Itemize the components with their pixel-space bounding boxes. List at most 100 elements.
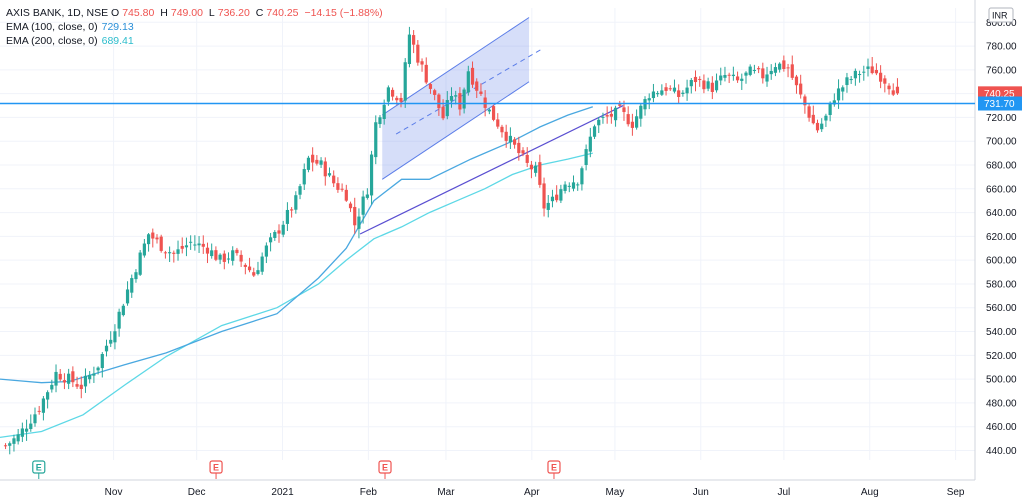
candle-body[interactable] bbox=[870, 66, 874, 74]
candle-body[interactable] bbox=[407, 34, 412, 65]
candle-body[interactable] bbox=[374, 122, 378, 158]
candle-body[interactable] bbox=[29, 423, 33, 430]
candle-body[interactable] bbox=[895, 86, 900, 94]
legend-ema200-row[interactable]: EMA (200, close, 0) 689.41 bbox=[6, 34, 386, 48]
candle-body[interactable] bbox=[3, 445, 8, 447]
candle-body[interactable] bbox=[210, 250, 214, 257]
candle-body[interactable] bbox=[677, 90, 681, 97]
candle-body[interactable] bbox=[205, 247, 210, 254]
candle-body[interactable] bbox=[433, 90, 437, 95]
candle-body[interactable] bbox=[555, 194, 559, 201]
candle-body[interactable] bbox=[508, 135, 512, 143]
candle-body[interactable] bbox=[698, 78, 702, 80]
candle-body[interactable] bbox=[710, 82, 714, 92]
candle-body[interactable] bbox=[521, 150, 525, 154]
candle-body[interactable] bbox=[151, 232, 155, 239]
candle-body[interactable] bbox=[832, 100, 836, 105]
candle-body[interactable] bbox=[281, 224, 285, 235]
candle-body[interactable] bbox=[874, 69, 879, 74]
candle-body[interactable] bbox=[592, 126, 597, 137]
candle-body[interactable] bbox=[46, 392, 50, 400]
candle-body[interactable] bbox=[664, 87, 668, 91]
candle-body[interactable] bbox=[744, 72, 748, 76]
candle-body[interactable] bbox=[815, 122, 820, 131]
candle-body[interactable] bbox=[390, 89, 395, 97]
candle-body[interactable] bbox=[96, 367, 100, 371]
candle-body[interactable] bbox=[20, 428, 24, 437]
candle-body[interactable] bbox=[83, 375, 88, 387]
candle-body[interactable] bbox=[268, 237, 273, 243]
candle-body[interactable] bbox=[16, 434, 20, 442]
candle-body[interactable] bbox=[504, 131, 508, 141]
candle-body[interactable] bbox=[50, 384, 54, 390]
candle-body[interactable] bbox=[769, 70, 773, 75]
candle-body[interactable] bbox=[752, 69, 757, 71]
candle-body[interactable] bbox=[54, 371, 58, 386]
candle-body[interactable] bbox=[395, 97, 399, 101]
candle-body[interactable] bbox=[542, 183, 546, 209]
candle-body[interactable] bbox=[8, 443, 12, 446]
candle-body[interactable] bbox=[571, 182, 576, 189]
candle-body[interactable] bbox=[378, 117, 382, 125]
candle-body[interactable] bbox=[264, 245, 268, 257]
candle-body[interactable] bbox=[134, 272, 138, 280]
candle-body[interactable] bbox=[146, 234, 151, 245]
candle-body[interactable] bbox=[656, 93, 660, 95]
candle-body[interactable] bbox=[576, 184, 580, 186]
candle-body[interactable] bbox=[62, 380, 67, 383]
candle-body[interactable] bbox=[727, 74, 731, 76]
candle-body[interactable] bbox=[563, 184, 567, 191]
candle-body[interactable] bbox=[550, 196, 555, 202]
candle-body[interactable] bbox=[302, 169, 306, 185]
candle-body[interactable] bbox=[138, 252, 142, 275]
candle-body[interactable] bbox=[273, 231, 277, 238]
candle-body[interactable] bbox=[424, 64, 428, 83]
candle-body[interactable] bbox=[336, 183, 340, 190]
candle-body[interactable] bbox=[58, 373, 62, 380]
candle-body[interactable] bbox=[382, 104, 386, 120]
candle-body[interactable] bbox=[706, 81, 710, 89]
candle-body[interactable] bbox=[681, 92, 685, 94]
candle-body[interactable] bbox=[332, 175, 336, 184]
candle-body[interactable] bbox=[445, 99, 449, 117]
candle-body[interactable] bbox=[197, 243, 201, 246]
candle-body[interactable] bbox=[618, 104, 622, 106]
candle-body[interactable] bbox=[319, 160, 323, 165]
candle-body[interactable] bbox=[172, 252, 176, 254]
currency-box[interactable] bbox=[988, 7, 1014, 23]
candle-body[interactable] bbox=[462, 89, 466, 109]
candle-body[interactable] bbox=[243, 264, 247, 267]
candle-body[interactable] bbox=[534, 165, 538, 173]
candle-body[interactable] bbox=[475, 81, 479, 91]
candle-body[interactable] bbox=[33, 414, 37, 424]
candle-body[interactable] bbox=[239, 254, 243, 262]
candle-body[interactable] bbox=[369, 154, 374, 196]
candle-body[interactable] bbox=[130, 278, 134, 293]
candle-body[interactable] bbox=[887, 85, 891, 90]
trendline[interactable] bbox=[359, 104, 624, 235]
candle-body[interactable] bbox=[685, 87, 689, 94]
candle-body[interactable] bbox=[454, 95, 458, 97]
candle-body[interactable] bbox=[853, 70, 857, 79]
candle-body[interactable] bbox=[828, 102, 832, 116]
candle-body[interactable] bbox=[891, 90, 895, 95]
candle-body[interactable] bbox=[790, 64, 794, 78]
candle-body[interactable] bbox=[231, 250, 235, 261]
candle-body[interactable] bbox=[529, 164, 534, 170]
candle-body[interactable] bbox=[651, 91, 656, 99]
candle-body[interactable] bbox=[168, 252, 172, 254]
candle-body[interactable] bbox=[517, 142, 521, 154]
candle-body[interactable] bbox=[580, 168, 584, 185]
candle-body[interactable] bbox=[193, 244, 197, 246]
candle-body[interactable] bbox=[626, 114, 630, 125]
candle-body[interactable] bbox=[723, 75, 727, 78]
candle-body[interactable] bbox=[567, 185, 571, 187]
candle-body[interactable] bbox=[323, 161, 327, 177]
candle-body[interactable] bbox=[761, 68, 765, 79]
candle-body[interactable] bbox=[92, 373, 96, 376]
candle-body[interactable] bbox=[866, 66, 870, 69]
candle-body[interactable] bbox=[841, 87, 845, 92]
candle-body[interactable] bbox=[88, 374, 92, 380]
candle-body[interactable] bbox=[163, 252, 168, 254]
candle-body[interactable] bbox=[588, 136, 592, 152]
